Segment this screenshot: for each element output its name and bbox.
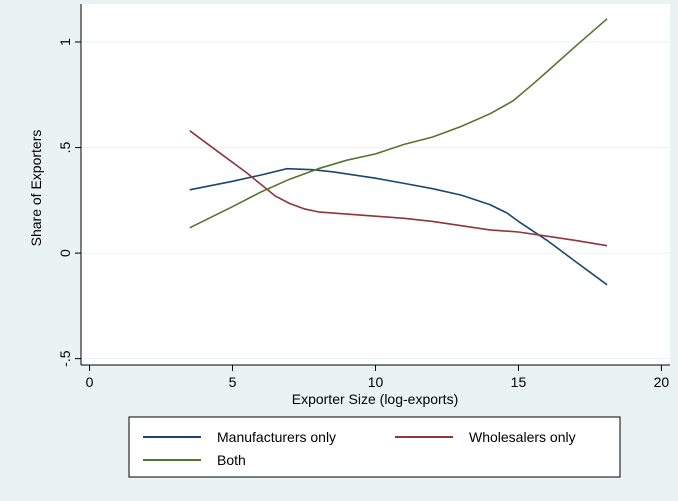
legend-label-wholesalers: Wholesalers only — [469, 429, 576, 445]
x-tick-label-0: 0 — [86, 374, 94, 390]
legend-item-wholesalers: Wholesalers only — [395, 429, 576, 445]
legend-box — [128, 416, 621, 478]
y-tick-label-2: .5 — [57, 142, 73, 154]
legend: Manufacturers only Wholesalers only Both — [128, 416, 621, 478]
x-axis-label: Exporter Size (log-exports) — [292, 391, 459, 407]
x-tick-label-4: 20 — [654, 374, 670, 390]
series-line-wholesalers — [189, 130, 608, 247]
y-axis-label: Share of Exporters — [28, 130, 44, 247]
series-line-manufacturers — [189, 167, 608, 286]
x-axis-ticks: 0 5 10 15 20 — [86, 365, 670, 390]
legend-item-both: Both — [143, 452, 246, 468]
y-tick-label-1: 0 — [57, 249, 73, 257]
y-tick-label-0: -.5 — [57, 350, 73, 367]
x-tick-label-2: 10 — [368, 374, 384, 390]
gridlines — [81, 41, 670, 360]
x-tick-label-3: 15 — [511, 374, 527, 390]
legend-label-manufacturers: Manufacturers only — [217, 429, 336, 445]
series-lines — [189, 18, 608, 286]
legend-item-manufacturers: Manufacturers only — [143, 429, 336, 445]
x-tick-label-1: 5 — [229, 374, 237, 390]
legend-label-both: Both — [217, 452, 246, 468]
y-axis-ticks: -.5 0 .5 1 — [57, 38, 81, 367]
series-line-both — [189, 18, 608, 229]
y-tick-label-3: 1 — [57, 38, 73, 46]
plot-area — [81, 4, 670, 365]
